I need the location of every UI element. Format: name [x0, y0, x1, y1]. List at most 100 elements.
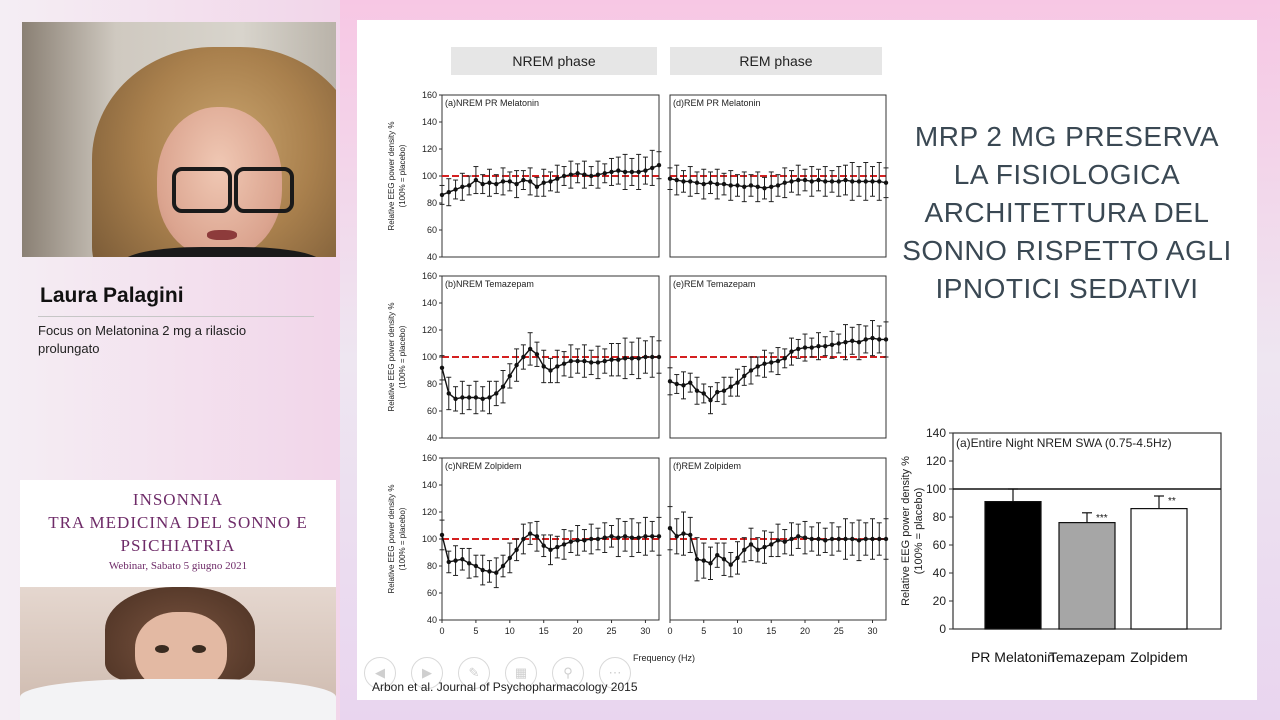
data-point [681, 531, 686, 536]
data-point [701, 391, 706, 396]
data-point [622, 169, 628, 175]
data-point [694, 388, 700, 393]
next-icon[interactable]: ▶ [411, 657, 443, 689]
pen-icon[interactable]: ✎ [458, 657, 490, 689]
data-point [850, 338, 855, 343]
data-point [473, 177, 479, 183]
data-point [775, 538, 781, 543]
data-point [629, 535, 635, 540]
data-point [823, 538, 828, 543]
data-point [829, 342, 835, 348]
data-point [870, 335, 875, 341]
data-point [755, 547, 760, 552]
y-tick-label: 160 [422, 271, 437, 281]
data-point [548, 179, 553, 184]
bar-category-label: Zolpidem [1130, 649, 1188, 665]
photo-face [135, 612, 227, 692]
data-point [829, 179, 835, 184]
data-point [667, 526, 673, 531]
data-point [541, 543, 546, 548]
data-point [555, 364, 560, 369]
zoom-icon[interactable]: ⚲ [552, 657, 584, 689]
data-point [721, 181, 727, 187]
data-point [514, 362, 519, 368]
data-point [487, 180, 492, 185]
data-point [681, 383, 686, 388]
data-point [755, 364, 760, 369]
data-point [674, 534, 679, 539]
data-point [480, 181, 485, 187]
data-point [473, 563, 479, 569]
x-tick-label: 0 [667, 626, 672, 636]
data-point [636, 535, 641, 540]
data-point [595, 536, 601, 542]
data-point [769, 184, 774, 189]
data-point [775, 183, 781, 188]
more-icon[interactable]: ⋯ [599, 657, 631, 689]
data-point [487, 569, 492, 574]
data-point [748, 542, 754, 547]
data-point [588, 173, 594, 179]
significance-marker: *** [1096, 513, 1108, 524]
data-point [561, 542, 567, 547]
data-point [616, 535, 621, 540]
data-point [453, 558, 458, 563]
y-tick-label: 80 [427, 379, 437, 389]
data-point [715, 553, 720, 558]
data-point [735, 555, 740, 561]
photo-blanket [20, 679, 336, 720]
data-point [616, 168, 621, 173]
data-point [473, 395, 479, 400]
data-point [650, 534, 655, 539]
data-point [534, 352, 540, 357]
heading-line: SONNO RISPETTO AGLI [902, 235, 1232, 266]
data-point [460, 184, 465, 189]
data-point [446, 559, 451, 565]
x-tick-label: 15 [766, 626, 776, 636]
bar-y-tick-label: 120 [926, 454, 946, 468]
data-point [782, 180, 787, 185]
data-point [643, 534, 648, 539]
data-point [534, 184, 540, 189]
data-point [728, 562, 733, 567]
grid-icon[interactable]: ▦ [505, 657, 537, 689]
data-point [609, 534, 614, 539]
citation: Arbon et al. Journal of Psychopharmacolo… [372, 680, 638, 694]
prev-icon[interactable]: ◀ [364, 657, 396, 689]
x-tick-label: 30 [640, 626, 650, 636]
data-point [616, 357, 621, 362]
data-point [856, 339, 862, 345]
data-point [527, 179, 533, 184]
data-point [602, 535, 607, 540]
data-point [883, 337, 889, 342]
data-point [514, 181, 519, 187]
data-point [863, 337, 868, 342]
data-point [856, 179, 862, 184]
bar-category-label: PR Melatonin [971, 649, 1055, 665]
data-point [602, 358, 607, 364]
y-tick-label: 100 [422, 352, 437, 362]
bar [1058, 522, 1116, 630]
data-point [850, 536, 855, 542]
data-point [514, 547, 519, 552]
y-axis-label: Relative EEG power density % [387, 303, 396, 412]
data-point [575, 538, 580, 543]
x-tick-label: 0 [439, 626, 444, 636]
data-point [836, 179, 841, 184]
bar [984, 501, 1042, 630]
significance-marker: ** [1168, 496, 1176, 507]
y-tick-label: 140 [422, 480, 437, 490]
data-point [681, 179, 686, 184]
data-point [728, 384, 733, 389]
data-point [816, 177, 821, 183]
y-tick-label: 160 [422, 453, 437, 463]
panel-label: (d)REM PR Melatonin [673, 98, 761, 108]
data-point [656, 354, 662, 360]
data-point [466, 395, 472, 400]
speaker-name: Laura Palagini [40, 284, 184, 307]
data-point [843, 339, 848, 345]
data-point [494, 181, 499, 187]
data-point [721, 388, 727, 393]
data-point [802, 177, 808, 183]
divider [38, 316, 314, 317]
